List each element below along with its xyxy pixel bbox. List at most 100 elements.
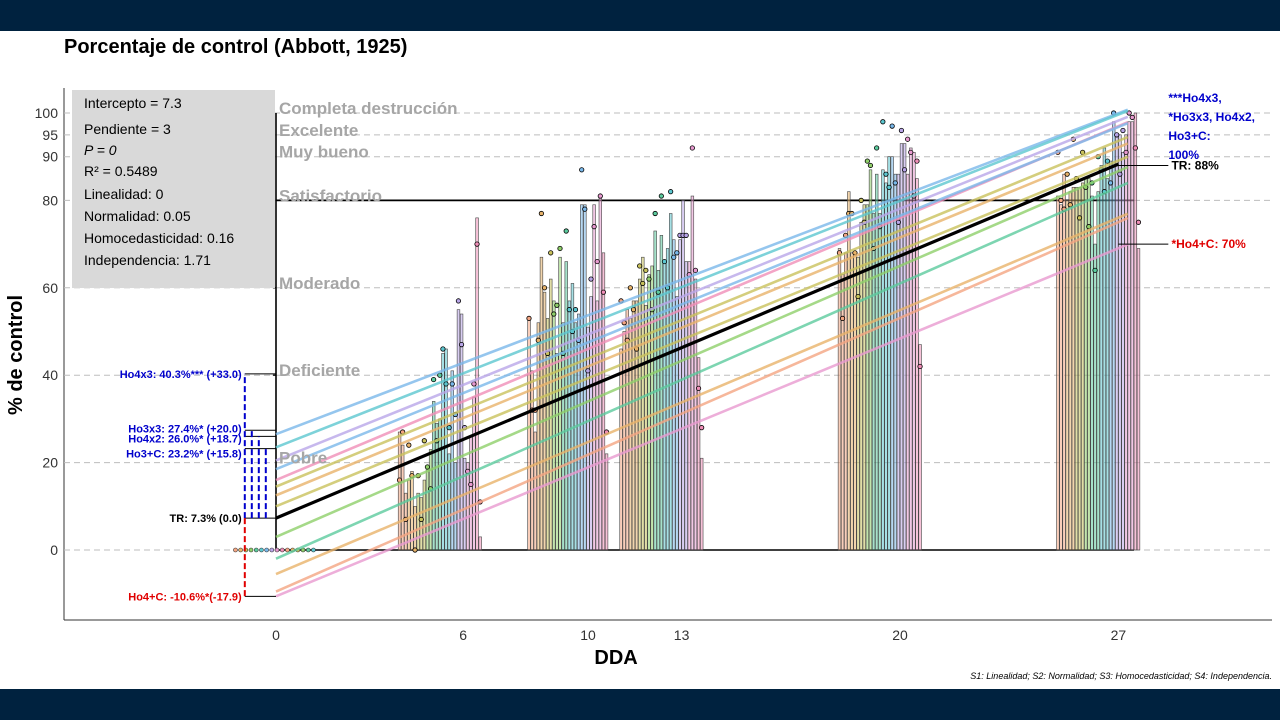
data-point-1-5	[541, 285, 548, 291]
bar-1-22	[595, 300, 599, 551]
bar-3-11	[871, 213, 876, 551]
data-point-1-10	[557, 245, 563, 252]
bar-2-3	[628, 318, 633, 551]
y-tick-label: 95	[42, 127, 58, 143]
bottom-band	[0, 689, 1280, 720]
bar-2-15	[665, 248, 670, 551]
data-point-1-23	[597, 193, 603, 199]
data-point-4-1	[1058, 197, 1064, 203]
bar-1-8	[552, 300, 556, 551]
data-point-4-16	[1104, 158, 1111, 164]
stat-independence: Independencia: 1.71	[84, 252, 211, 268]
bar-2-19	[678, 239, 682, 551]
bar-0-0	[397, 431, 402, 551]
data-point-2-21	[683, 232, 689, 238]
bar-3-13	[878, 213, 882, 551]
bar-0-3	[407, 479, 411, 551]
bar-2-10	[650, 265, 654, 551]
data-point-3-22	[905, 136, 911, 142]
bar-4-10	[1087, 178, 1091, 551]
bar-4-16	[1105, 178, 1110, 551]
bar-2-26	[700, 457, 704, 551]
bar-4-19	[1115, 134, 1119, 551]
bar-0-14	[441, 353, 445, 551]
stat-r-squared: R² = 0.5489	[84, 163, 158, 179]
class-label: Excelente	[279, 121, 358, 140]
data-point-3-20	[898, 127, 905, 134]
bar-1-15	[573, 322, 578, 551]
data-point-2-18	[674, 250, 680, 256]
bar-4-14	[1099, 165, 1103, 551]
zero-point-4	[253, 547, 259, 553]
bar-0-11	[432, 401, 436, 551]
x-tick-label: 13	[674, 627, 690, 643]
data-point-2-7	[640, 280, 646, 287]
data-point-3-26	[917, 363, 923, 370]
bar-0-21	[463, 457, 467, 551]
data-point-0-11	[431, 376, 437, 383]
bar-1-13	[567, 300, 572, 551]
data-point-0-20	[458, 342, 465, 348]
data-point-3-23	[908, 149, 914, 155]
data-point-1-13	[566, 307, 572, 313]
bar-3-2	[844, 252, 848, 551]
x-tick-label: 0	[272, 627, 280, 643]
bar-1-9	[555, 353, 559, 551]
data-point-0-15	[443, 381, 449, 387]
class-label: Completa destrucción	[279, 99, 458, 118]
zero-point-5	[259, 547, 264, 553]
data-point-1-21	[591, 224, 597, 230]
bar-2-5	[634, 300, 639, 551]
bar-4-24	[1130, 121, 1134, 551]
annotation-left: Ho4x2: 26.0%* (+18.7)	[128, 433, 242, 445]
stats-box	[72, 90, 275, 288]
zero-point-1	[238, 547, 243, 553]
trend-line	[275, 162, 1120, 520]
annotation-right: 100%	[1168, 148, 1199, 162]
bar-0-18	[453, 462, 458, 551]
data-point-1-7	[548, 250, 554, 256]
bar-1-18	[583, 204, 587, 551]
bar-2-6	[638, 278, 642, 551]
bar-0-20	[459, 313, 464, 551]
data-point-3-19	[895, 219, 901, 225]
bar-1-17	[580, 204, 584, 551]
bar-3-12	[875, 173, 879, 551]
top-band	[0, 0, 1280, 31]
stat-homoscedasticity: Homocedasticidad: 0.16	[84, 230, 235, 246]
data-point-0-5	[412, 547, 418, 553]
data-point-0-9	[424, 464, 431, 470]
data-point-0-7	[418, 516, 424, 523]
annotation-right: Ho3+C:	[1168, 129, 1210, 143]
bar-2-25	[696, 357, 701, 551]
bar-4-13	[1096, 191, 1100, 551]
data-point-1-22	[594, 258, 600, 265]
zero-point-10	[285, 547, 290, 553]
annotation-right: TR: 88%	[1171, 158, 1219, 172]
treatment-line-6	[275, 142, 1129, 497]
class-label: Pobre	[279, 449, 327, 468]
data-point-2-8	[643, 267, 649, 273]
data-point-2-9	[646, 276, 652, 282]
treatment-line-10	[275, 212, 1129, 576]
treatment-line-2	[275, 109, 1129, 449]
bar-1-14	[570, 283, 575, 551]
data-point-2-12	[655, 289, 661, 295]
data-point-2-16	[668, 189, 674, 195]
data-point-4-24	[1129, 114, 1135, 120]
data-point-0-19	[455, 298, 462, 304]
treatment-line-3	[275, 115, 1129, 462]
zero-point-7	[269, 547, 275, 553]
stat-normality: Normalidad: 0.05	[84, 208, 191, 224]
bar-1-12	[564, 261, 568, 551]
bar-4-4	[1068, 191, 1072, 551]
bar-2-4	[631, 300, 636, 551]
data-point-4-7	[1076, 215, 1083, 221]
bar-4-9	[1084, 178, 1088, 551]
bar-4-11	[1090, 195, 1094, 551]
footnote: S1: Linealidad; S2: Normalidad; S3: Homo…	[970, 671, 1272, 681]
bar-3-17	[890, 156, 894, 551]
data-point-3-1	[839, 315, 846, 321]
bar-2-0	[619, 348, 623, 551]
bar-2-22	[687, 261, 691, 551]
